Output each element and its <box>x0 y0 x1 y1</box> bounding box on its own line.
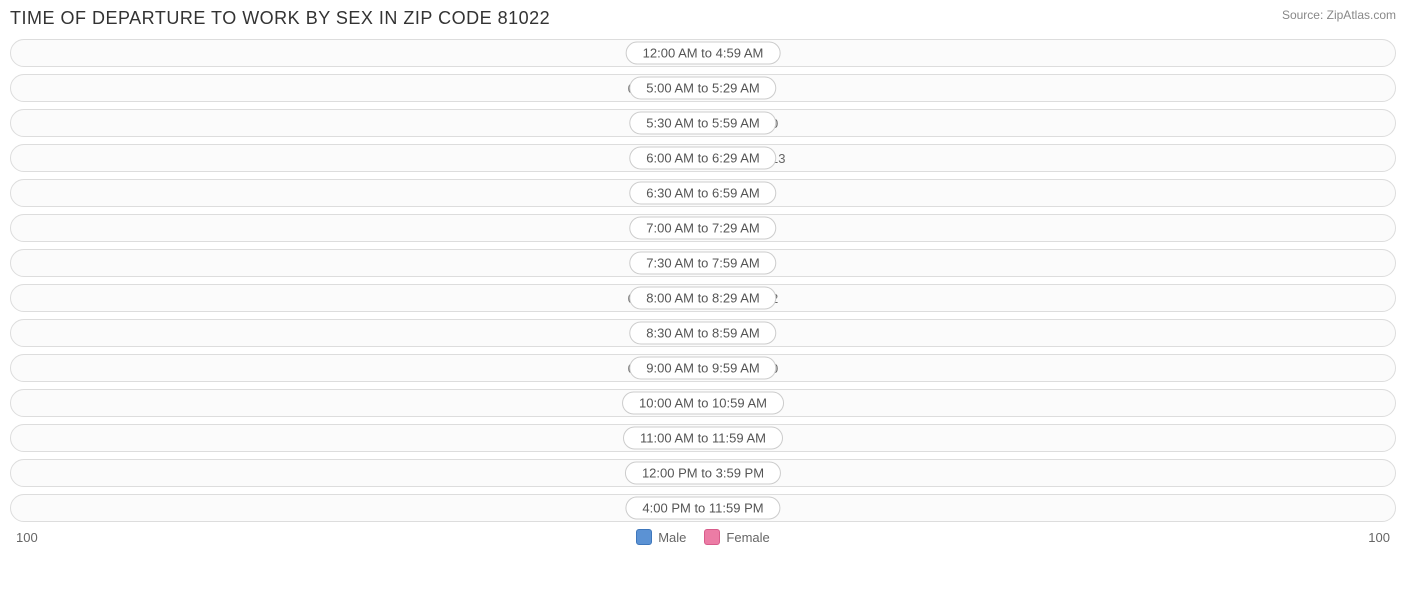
female-half: 49 <box>703 75 1395 101</box>
source-attribution: Source: ZipAtlas.com <box>1282 8 1396 22</box>
male-half: 35 <box>11 250 703 276</box>
female-half: 25 <box>703 180 1395 206</box>
male-half: 69 <box>11 215 703 241</box>
female-half: 29 <box>703 250 1395 276</box>
female-half: 2 <box>703 285 1395 311</box>
male-half: 78 <box>11 110 703 136</box>
swatch-male <box>636 529 652 545</box>
female-half: 0 <box>703 495 1395 521</box>
chart-row: 26178:30 AM to 8:59 AM <box>10 319 1396 347</box>
chart-title: TIME OF DEPARTURE TO WORK BY SEX IN ZIP … <box>10 8 550 29</box>
axis-row: 100 Male Female 100 <box>10 529 1396 545</box>
legend-item-female: Female <box>704 529 769 545</box>
female-half: 0 <box>703 110 1395 136</box>
female-half: 0 <box>703 460 1395 486</box>
row-label: 4:00 PM to 11:59 PM <box>625 497 780 520</box>
male-half: 73 <box>11 40 703 66</box>
male-half: 30 <box>11 145 703 171</box>
legend-item-male: Male <box>636 529 686 545</box>
chart-row: 81256:30 AM to 6:59 AM <box>10 179 1396 207</box>
chart-row: 7805:30 AM to 5:59 AM <box>10 109 1396 137</box>
row-label: 12:00 PM to 3:59 PM <box>625 462 781 485</box>
axis-label-left: 100 <box>16 530 38 545</box>
diverging-bar-chart: 73012:00 AM to 4:59 AM0495:00 AM to 5:29… <box>10 39 1396 522</box>
row-label: 10:00 AM to 10:59 AM <box>622 392 784 415</box>
legend-label-male: Male <box>658 530 686 545</box>
male-half: 0 <box>11 460 703 486</box>
row-label: 6:30 AM to 6:59 AM <box>629 182 776 205</box>
row-label: 5:30 AM to 5:59 AM <box>629 112 776 135</box>
female-half: 36 <box>703 215 1395 241</box>
row-label: 11:00 AM to 11:59 AM <box>623 427 783 450</box>
female-half: 0 <box>703 425 1395 451</box>
chart-row: 35297:30 AM to 7:59 AM <box>10 249 1396 277</box>
row-label: 6:00 AM to 6:29 AM <box>629 147 776 170</box>
female-half: 0 <box>703 40 1395 66</box>
male-half: 0 <box>11 285 703 311</box>
male-half: 0 <box>11 355 703 381</box>
source-name: ZipAtlas.com <box>1327 8 1396 22</box>
chart-row: 028:00 AM to 8:29 AM <box>10 284 1396 312</box>
male-half: 8 <box>11 495 703 521</box>
header: TIME OF DEPARTURE TO WORK BY SEX IN ZIP … <box>10 8 1396 29</box>
chart-row: 30136:00 AM to 6:29 AM <box>10 144 1396 172</box>
row-label: 9:00 AM to 9:59 AM <box>629 357 776 380</box>
row-label: 8:30 AM to 8:59 AM <box>629 322 776 345</box>
chart-row: 009:00 AM to 9:59 AM <box>10 354 1396 382</box>
male-half: 0 <box>11 425 703 451</box>
male-half: 0 <box>11 390 703 416</box>
chart-row: 0495:00 AM to 5:29 AM <box>10 74 1396 102</box>
male-half: 26 <box>11 320 703 346</box>
legend: Male Female <box>636 529 770 545</box>
source-prefix: Source: <box>1282 8 1327 22</box>
female-half: 17 <box>703 320 1395 346</box>
row-label: 8:00 AM to 8:29 AM <box>629 287 776 310</box>
swatch-female <box>704 529 720 545</box>
legend-label-female: Female <box>726 530 769 545</box>
chart-row: 0011:00 AM to 11:59 AM <box>10 424 1396 452</box>
axis-label-right: 100 <box>1368 530 1390 545</box>
row-label: 7:30 AM to 7:59 AM <box>629 252 776 275</box>
chart-row: 73012:00 AM to 4:59 AM <box>10 39 1396 67</box>
male-half: 81 <box>11 180 703 206</box>
row-label: 7:00 AM to 7:29 AM <box>629 217 776 240</box>
chart-row: 0012:00 PM to 3:59 PM <box>10 459 1396 487</box>
chart-row: 69367:00 AM to 7:29 AM <box>10 214 1396 242</box>
row-label: 12:00 AM to 4:59 AM <box>626 42 781 65</box>
female-half: 13 <box>703 145 1395 171</box>
female-half: 0 <box>703 355 1395 381</box>
row-label: 5:00 AM to 5:29 AM <box>629 77 776 100</box>
female-half: 74 <box>703 390 1395 416</box>
male-half: 0 <box>11 75 703 101</box>
chart-row: 07410:00 AM to 10:59 AM <box>10 389 1396 417</box>
chart-row: 804:00 PM to 11:59 PM <box>10 494 1396 522</box>
